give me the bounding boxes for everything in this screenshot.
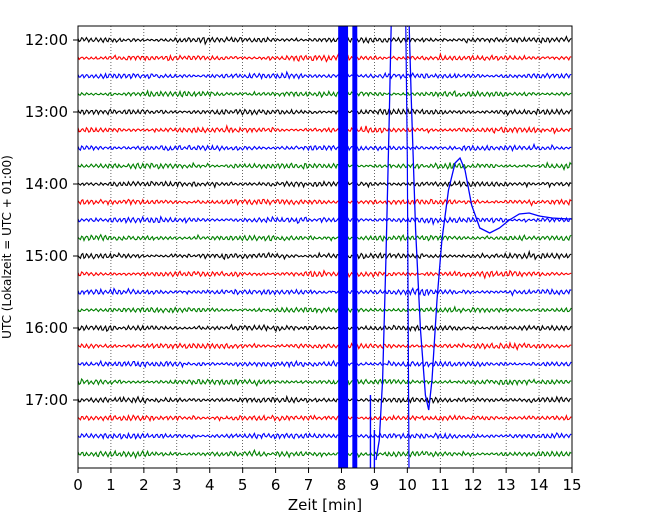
excursion-limb — [405, 26, 410, 468]
trace-16:30 — [78, 359, 572, 369]
long-period-wave — [375, 26, 572, 461]
trace-13:30 — [78, 142, 572, 153]
trace-12:30 — [78, 70, 572, 81]
trace-14:00 — [78, 179, 572, 189]
x-tick-label: 3 — [172, 476, 182, 494]
trace-12:45 — [78, 89, 572, 99]
trace-16:15 — [78, 340, 572, 352]
trace-14:15 — [78, 198, 572, 207]
trace-15:45 — [78, 305, 572, 314]
x-tick-label: 4 — [205, 476, 215, 494]
saturated-band — [352, 26, 358, 468]
trace-15:30 — [78, 287, 572, 297]
x-tick-label: 12 — [464, 476, 483, 494]
trace-15:00 — [78, 249, 572, 261]
x-tick-label: 14 — [530, 476, 549, 494]
x-tick-label: 6 — [271, 476, 281, 494]
y-axis-label: UTC (Lokalzeit = UTC + 01:00) — [0, 155, 14, 339]
x-axis-ticks: 0 1 2 3 4 5 6 7 8 9 10 11 12 13 14 15 — [73, 468, 582, 494]
x-tick-label: 13 — [497, 476, 516, 494]
y-axis-ticks: 12:00 13:00 14:00 15:00 16:00 17:00 — [25, 31, 78, 409]
x-tick-label: 11 — [431, 476, 450, 494]
trace-13:00 — [78, 107, 572, 117]
plot-frame — [77, 25, 573, 469]
saturated-band — [338, 26, 349, 468]
y-tick-label: 17:00 — [25, 391, 68, 409]
x-tick-label: 1 — [106, 476, 116, 494]
y-tick-label: 12:00 — [25, 31, 68, 49]
y-tick-label: 16:00 — [25, 319, 68, 337]
trace-12:00 — [78, 35, 572, 46]
trace-17:30 — [78, 431, 572, 441]
trace-13:45 — [78, 161, 572, 172]
seismic-events — [338, 26, 572, 468]
trace-17:15 — [78, 414, 572, 423]
trace-14:30 — [78, 215, 572, 227]
y-tick-label: 13:00 — [25, 103, 68, 121]
x-tick-label: 15 — [562, 476, 581, 494]
y-tick-label: 14:00 — [25, 175, 68, 193]
trace-15:15 — [78, 269, 572, 280]
plot-background — [78, 26, 572, 468]
x-tick-label: 0 — [73, 476, 83, 494]
trace-16:45 — [78, 377, 572, 388]
trace-14:45 — [78, 233, 572, 243]
trace-17:45 — [78, 448, 572, 460]
trace-13:15 — [78, 123, 572, 135]
y-tick-label: 15:00 — [25, 247, 68, 265]
x-axis-label: Zeit [min] — [288, 496, 362, 514]
x-tick-label: 7 — [304, 476, 314, 494]
trace-12:15 — [78, 52, 572, 63]
trace-17:00 — [78, 394, 572, 405]
trace-16:00 — [78, 323, 572, 333]
x-tick-label: 5 — [238, 476, 248, 494]
x-tick-label: 8 — [337, 476, 347, 494]
x-tick-label: 9 — [370, 476, 380, 494]
seismic-traces — [78, 35, 572, 460]
x-tick-label: 10 — [398, 476, 417, 494]
x-tick-label: 2 — [139, 476, 149, 494]
